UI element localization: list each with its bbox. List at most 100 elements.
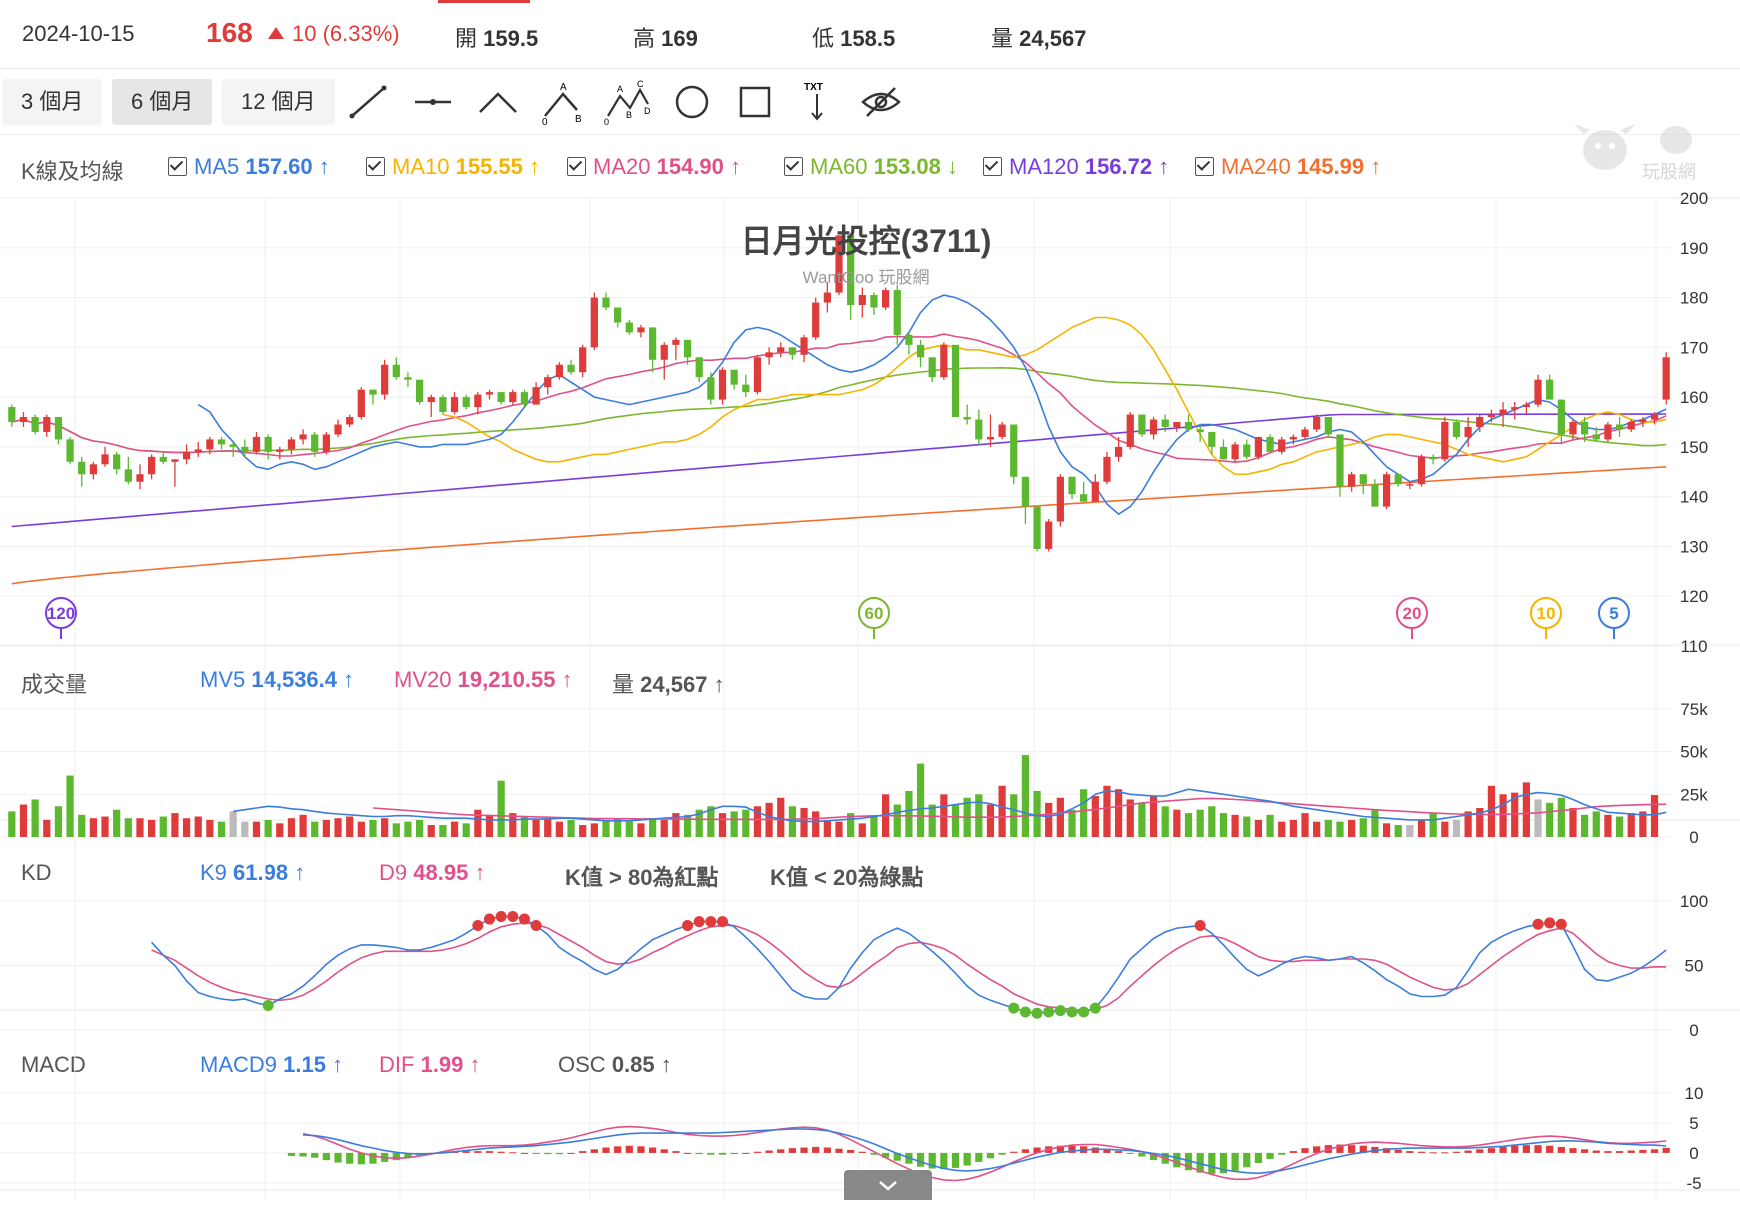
- ma-checkbox[interactable]: [366, 157, 385, 176]
- volume-bar: [555, 821, 564, 837]
- volume-bar: [1499, 794, 1507, 837]
- kd-axis-tick: 50: [1685, 957, 1704, 976]
- volume-bar: [1208, 806, 1216, 837]
- abc-label-0: 0: [542, 117, 548, 126]
- ma-legend-ma10[interactable]: MA10 155.55 ↑: [366, 154, 540, 180]
- volume-bar: [1639, 811, 1647, 837]
- volume-bar: [742, 809, 750, 837]
- candle-body: [206, 439, 214, 450]
- candle-body: [322, 434, 330, 452]
- volume-bar: [1371, 809, 1379, 837]
- abcd-label-a: A: [617, 84, 623, 94]
- ma-legend-ma20[interactable]: MA20 154.90 ↑: [567, 154, 741, 180]
- volume-bar: [1068, 809, 1076, 837]
- hide-drawings-icon[interactable]: [857, 78, 905, 126]
- stock-title: 日月光投控(3711): [741, 223, 992, 259]
- candle-body: [986, 436, 995, 440]
- mv20-value: 19,210.55: [457, 667, 556, 692]
- candle-body: [916, 344, 925, 358]
- volume-bar: [1615, 816, 1624, 837]
- volume-bar: [1557, 797, 1565, 837]
- ma5-line: [197, 294, 1667, 516]
- low-value: 158.5: [840, 26, 896, 51]
- ma-legend-ma240[interactable]: MA240 145.99 ↑: [1195, 154, 1381, 180]
- angle-tool-icon[interactable]: [474, 78, 522, 126]
- ma-checkbox[interactable]: [784, 157, 803, 176]
- kd-overbought-dot: [693, 916, 705, 928]
- osc-bar: [765, 1150, 773, 1153]
- mv5-line: [233, 788, 1667, 823]
- period-6m-button[interactable]: 6 個月: [112, 79, 213, 125]
- text-tool-icon[interactable]: TXT: [793, 78, 841, 126]
- volume-bar: [171, 813, 179, 837]
- stock-chart[interactable]: 200190180170160150140130120110日月光投控(3711…: [0, 190, 1740, 1200]
- dif-label: DIF: [379, 1052, 415, 1077]
- ma-legend-ma120[interactable]: MA120 156.72 ↑: [983, 154, 1169, 180]
- osc-bar: [1511, 1145, 1519, 1153]
- volume-bar: [1522, 782, 1530, 837]
- price-axis-tick: 200: [1680, 190, 1708, 208]
- price-axis-tick: 160: [1680, 388, 1708, 407]
- candle-body: [1208, 431, 1216, 447]
- ma-name: MA10: [392, 154, 456, 179]
- period-12m-button[interactable]: 12 個月: [222, 79, 335, 125]
- candle-body: [1080, 494, 1088, 502]
- candle-body: [1452, 422, 1461, 437]
- volume-bar: [19, 804, 28, 837]
- macd-axis-tick: 0: [1689, 1144, 1698, 1163]
- ma-checkbox[interactable]: [567, 157, 586, 176]
- candle-body: [1348, 474, 1356, 487]
- abcd-pattern-tool-icon[interactable]: 0 A B C D: [604, 78, 652, 126]
- candle-body: [520, 392, 529, 405]
- circle-tool-icon[interactable]: [668, 78, 716, 126]
- abcd-label-b: B: [626, 110, 632, 120]
- kd-overbought-dot: [472, 920, 484, 932]
- kd-panel-title: KD: [21, 860, 52, 885]
- volume-bar: [660, 819, 668, 837]
- osc-bar: [1114, 1151, 1123, 1153]
- volume-bar: [439, 825, 447, 837]
- candle-body: [1429, 456, 1437, 460]
- ma-legend-ma5[interactable]: MA5 157.60 ↑: [168, 154, 330, 180]
- collapse-tab[interactable]: [844, 1170, 932, 1200]
- volume-bar: [1627, 813, 1635, 837]
- osc-bar: [893, 1152, 901, 1161]
- line-tool-icon[interactable]: [344, 78, 392, 126]
- candle-body: [1359, 474, 1367, 485]
- osc-label: OSC: [558, 1052, 606, 1077]
- osc-bar: [532, 1152, 540, 1154]
- d9-label: D9: [379, 860, 408, 885]
- k9-label: K9: [200, 860, 227, 885]
- k9-value: 61.98: [233, 860, 289, 885]
- volume-bar: [415, 819, 424, 837]
- ma-checkbox[interactable]: [1195, 157, 1214, 176]
- candle-body: [1417, 456, 1426, 485]
- volume-bar: [334, 818, 342, 837]
- ma-checkbox[interactable]: [983, 157, 1002, 176]
- volume-bar: [206, 819, 214, 837]
- last-price: 168: [206, 17, 253, 48]
- ma-marker-badge: [1598, 597, 1630, 629]
- horizontal-line-tool-icon[interactable]: [409, 78, 457, 126]
- osc-bar: [334, 1152, 342, 1163]
- volume-bar: [427, 825, 435, 837]
- volume-axis-tick: 0: [1689, 828, 1698, 847]
- osc-bar: [1569, 1148, 1577, 1153]
- volume-bar: [718, 813, 727, 837]
- ma-checkbox[interactable]: [168, 157, 187, 176]
- ma-value: 155.55: [455, 154, 523, 179]
- ma-value: 153.08: [873, 154, 941, 179]
- osc-bar: [357, 1152, 365, 1165]
- rectangle-tool-icon[interactable]: [731, 78, 779, 126]
- volume-bar: [299, 814, 307, 837]
- volume-bar: [252, 821, 261, 837]
- volume-bar: [1348, 819, 1356, 837]
- abc-pattern-tool-icon[interactable]: 0 A B: [539, 78, 587, 126]
- price-axis-tick: 110: [1680, 637, 1707, 656]
- candle-body: [101, 454, 109, 465]
- ma-legend-ma60[interactable]: MA60 153.08 ↓: [784, 154, 958, 180]
- candle-body: [392, 364, 400, 378]
- volume-bar: [1650, 795, 1659, 837]
- period-3m-button[interactable]: 3 個月: [2, 79, 103, 125]
- kd-oversold-dot: [1043, 1006, 1055, 1018]
